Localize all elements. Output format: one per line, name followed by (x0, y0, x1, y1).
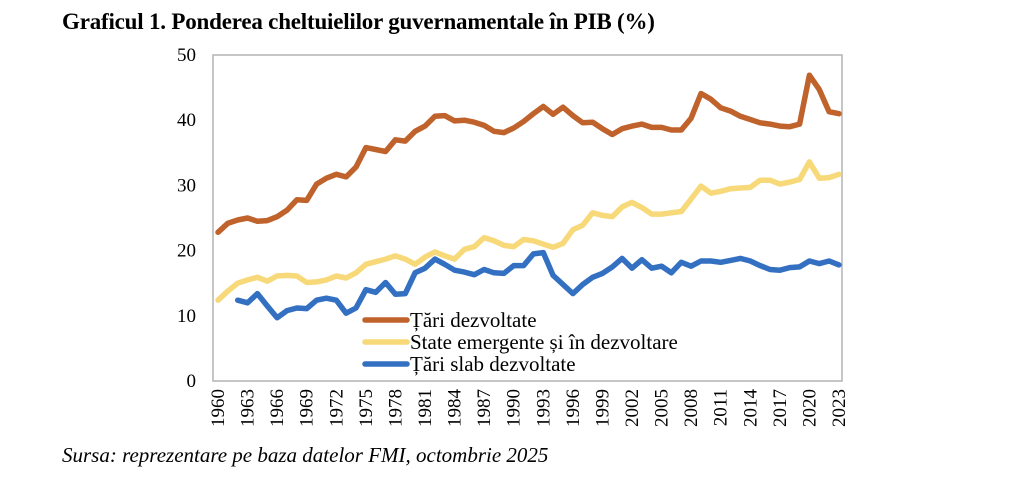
x-tick-label: 1999 (592, 389, 613, 427)
x-tick-label: 2002 (622, 389, 643, 427)
x-tick-label: 1978 (385, 389, 406, 427)
x-tick-label: 1984 (445, 389, 466, 428)
y-tick-label: 30 (177, 175, 196, 196)
x-tick-label: 1972 (326, 389, 347, 427)
series-layer (215, 72, 842, 321)
chart-title: Graficul 1. Ponderea cheltuielilor guver… (62, 9, 655, 34)
x-tick-label: 1993 (533, 389, 554, 427)
y-tick-label: 10 (177, 306, 196, 327)
y-tick-label: 20 (177, 241, 196, 262)
legend-label: Țări dezvoltate (410, 308, 537, 332)
series-line-2 (234, 249, 842, 321)
legend-label: State emergente și în dezvoltare (410, 330, 678, 354)
x-tick-label: 1975 (356, 389, 377, 427)
legend-label: Țări slab dezvoltate (410, 352, 576, 376)
x-tick-label: 2020 (799, 389, 820, 427)
x-tick-label: 1996 (563, 389, 584, 427)
x-tick-label: 2023 (829, 389, 850, 427)
x-tick-label: 2017 (770, 389, 791, 427)
x-tick-label: 2014 (740, 389, 761, 428)
y-tick-label: 50 (177, 45, 196, 66)
series-line-1 (215, 159, 842, 303)
x-tick-label: 2005 (652, 389, 673, 427)
x-axis: 1960 1963 1966 1969 1972 1975 1978 1981 1984 1987… (208, 389, 850, 428)
y-axis: 0 10 20 30 40 50 (177, 45, 196, 392)
x-tick-label: 1990 (504, 389, 525, 427)
x-tick-label: 1960 (208, 389, 229, 427)
source-note: Sursa: reprezentare pe baza datelor FMI,… (62, 443, 549, 467)
x-tick-label: 1981 (415, 389, 436, 427)
plot-area-border (212, 54, 843, 382)
x-tick-label: 1963 (238, 389, 259, 427)
x-tick-label: 2011 (711, 389, 732, 426)
x-tick-label: 2008 (681, 389, 702, 427)
x-tick-label: 1966 (267, 389, 288, 427)
y-tick-label: 0 (187, 371, 197, 392)
series-line-0 (215, 72, 842, 236)
y-tick-label: 40 (177, 110, 196, 131)
x-tick-label: 1969 (297, 389, 318, 427)
x-tick-label: 1987 (474, 389, 495, 427)
